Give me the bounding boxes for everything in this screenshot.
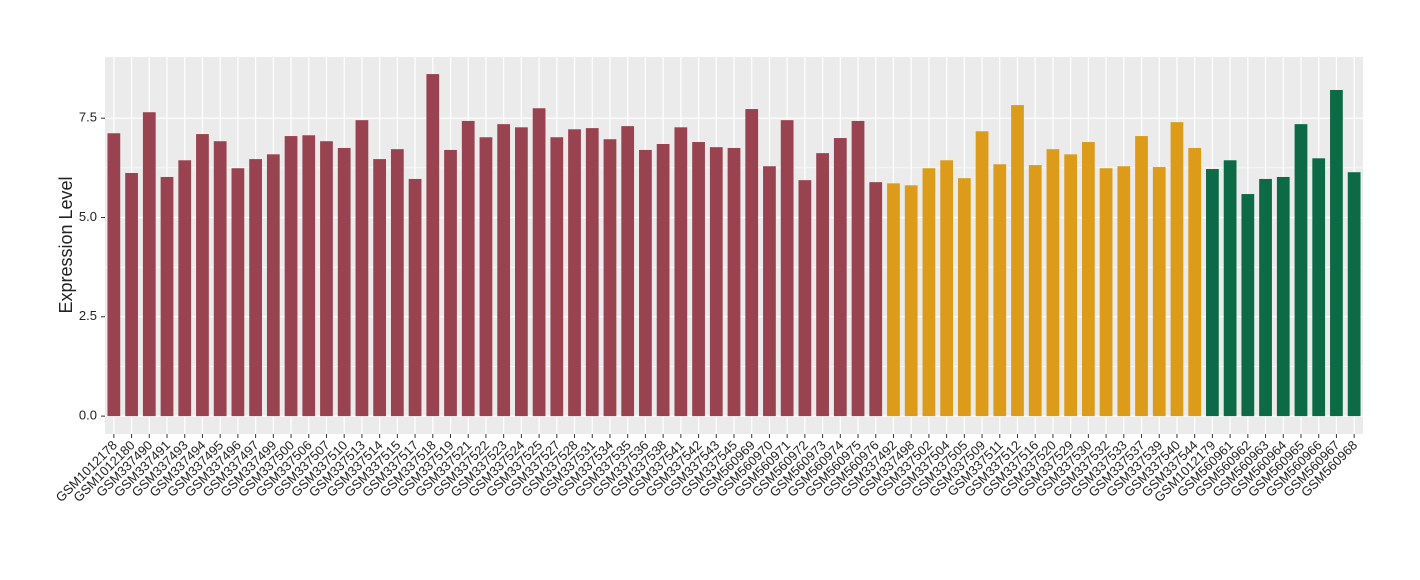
bar: [727, 147, 741, 417]
bar: [408, 178, 422, 417]
bar: [125, 173, 138, 417]
bar: [1011, 105, 1024, 417]
bar: [373, 159, 387, 417]
bar: [1099, 168, 1113, 417]
bar: [390, 149, 404, 417]
bar: [1294, 124, 1308, 417]
bar: [1347, 172, 1361, 417]
bar: [444, 149, 457, 417]
bar: [1152, 167, 1166, 417]
bar: [851, 120, 865, 417]
bar: [515, 127, 528, 417]
bar: [1170, 122, 1184, 417]
bar: [196, 134, 209, 417]
bar: [1135, 136, 1148, 417]
bar: [249, 159, 262, 417]
bar: [603, 139, 617, 417]
bar: [550, 137, 564, 417]
bar: [532, 108, 546, 417]
bar: [621, 126, 635, 417]
bar: [284, 136, 298, 417]
y-tick-label: 5.0: [79, 209, 97, 224]
bar: [266, 154, 280, 417]
bar: [1081, 142, 1095, 417]
bar: [302, 135, 316, 417]
bar: [231, 168, 245, 417]
bar: [461, 120, 475, 417]
y-tick-label: 7.5: [79, 110, 97, 125]
bar: [497, 124, 511, 417]
bar: [709, 147, 723, 417]
bar: [639, 149, 652, 417]
bar: [1117, 166, 1131, 417]
bar: [160, 176, 174, 417]
bar: [1276, 176, 1290, 417]
bar: [674, 127, 688, 417]
bar: [904, 185, 918, 417]
bar: [337, 147, 351, 417]
y-axis-title: Expression Level: [56, 176, 76, 313]
bar: [1223, 160, 1237, 417]
bar: [1188, 147, 1202, 417]
bar: [692, 142, 705, 417]
bar: [798, 180, 812, 417]
bar: [355, 120, 369, 417]
bar: [1046, 149, 1060, 417]
bar: [568, 129, 581, 417]
bar: [940, 160, 953, 417]
bar: [745, 109, 759, 417]
bar: [957, 178, 971, 417]
bar: [1241, 194, 1255, 417]
y-tick-label: 0.0: [79, 408, 97, 423]
bar: [833, 138, 847, 417]
bar: [763, 166, 776, 417]
bar: [869, 182, 883, 417]
bar: [1064, 154, 1078, 417]
bar: [993, 164, 1007, 417]
bar: [585, 128, 599, 417]
bar: [780, 120, 794, 417]
bar: [1206, 169, 1219, 417]
bar: [320, 141, 333, 417]
bar: [922, 168, 936, 417]
bar: [479, 137, 493, 417]
bar: [142, 112, 156, 417]
bar: [887, 183, 900, 417]
y-tick-label: 2.5: [79, 308, 97, 323]
bar: [816, 153, 829, 417]
bar: [975, 131, 989, 417]
bar: [178, 160, 192, 417]
bar: [1312, 158, 1326, 417]
bar: [426, 74, 440, 417]
bar: [213, 141, 227, 417]
bar: [1259, 178, 1272, 417]
bar: [1028, 165, 1042, 417]
bar: [107, 133, 121, 417]
bar: [656, 144, 670, 417]
bar: [1330, 89, 1343, 417]
